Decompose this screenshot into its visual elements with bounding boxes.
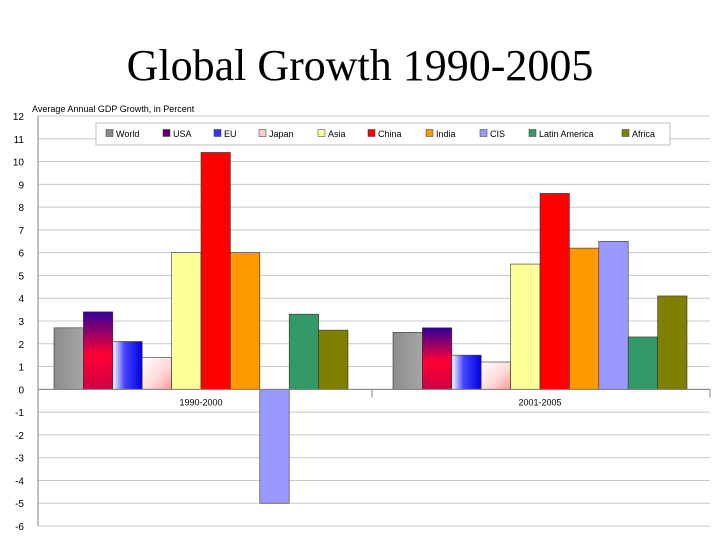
bar-latin-america-1990-2000 [288, 313, 319, 390]
y-tick-label: 0 [18, 385, 24, 396]
legend-swatch [162, 129, 171, 137]
bar-latin-america-2001-2005 [627, 336, 658, 390]
legend-swatch [528, 129, 537, 137]
y-tick-label: 8 [18, 203, 24, 214]
legend-swatch [317, 129, 326, 137]
gdp-growth-bar-chart: Average Annual GDP Growth, in Percent121… [13, 104, 711, 533]
legend-label: India [436, 129, 456, 139]
bar-china-1990-2000 [200, 152, 231, 390]
y-tick-label: -4 [15, 476, 24, 487]
legend-label: EU [224, 129, 237, 139]
legend-label: USA [173, 129, 192, 139]
bar-india-2001-2005 [569, 247, 600, 390]
legend-swatch [621, 129, 630, 137]
legend-swatch [105, 129, 114, 137]
legend-swatch [479, 129, 488, 137]
bar-cis-2001-2005 [598, 240, 629, 390]
bar-usa-1990-2000 [83, 311, 114, 390]
bar-cis-1990-2000 [259, 389, 290, 504]
bar-africa-2001-2005 [657, 295, 688, 390]
y-tick-label: 4 [18, 294, 24, 305]
x-category-label: 2001-2005 [518, 397, 561, 407]
legend-swatch [367, 129, 376, 137]
legend-label: Africa [632, 129, 655, 139]
y-tick-label: 9 [18, 180, 24, 191]
legend-swatch [213, 129, 222, 137]
slide-title: Global Growth 1990-2005 [126, 41, 594, 90]
y-tick-label: 2 [18, 340, 24, 351]
bar-japan-2001-2005 [480, 361, 511, 390]
y-tick-label: -5 [15, 499, 24, 510]
y-tick-label: -1 [15, 408, 24, 419]
y-tick-label: 3 [18, 317, 24, 328]
x-category-label: 1990-2000 [179, 397, 222, 407]
legend-label: Asia [328, 129, 346, 139]
legend-swatch [425, 129, 434, 137]
legend-swatch [258, 129, 267, 137]
y-tick-label: 7 [18, 226, 24, 237]
bar-africa-1990-2000 [318, 329, 349, 390]
y-tick-label: 12 [13, 112, 25, 123]
bar-asia-2001-2005 [510, 263, 541, 390]
bar-asia-1990-2000 [171, 252, 202, 390]
legend-label: Latin America [539, 129, 594, 139]
legend-label: China [378, 129, 402, 139]
legend-box [95, 122, 671, 146]
chart-caption: Average Annual GDP Growth, in Percent [32, 104, 195, 114]
bar-world-1990-2000 [53, 327, 84, 390]
bar-world-2001-2005 [392, 332, 423, 390]
legend-label: World [116, 129, 139, 139]
bar-usa-2001-2005 [422, 327, 453, 390]
y-tick-label: -6 [15, 522, 24, 533]
bar-eu-1990-2000 [112, 341, 143, 390]
y-tick-label: 10 [13, 158, 25, 169]
chart-plot-area: Average Annual GDP Growth, in Percent121… [13, 104, 711, 533]
bar-india-1990-2000 [230, 252, 261, 390]
y-tick-label: 1 [18, 363, 24, 374]
bar-china-2001-2005 [539, 193, 570, 390]
y-tick-label: 11 [14, 135, 25, 146]
y-tick-label: 5 [18, 271, 24, 282]
legend-label: CIS [490, 129, 505, 139]
y-tick-label: -2 [15, 431, 24, 442]
y-tick-label: -3 [15, 454, 24, 465]
bar-eu-2001-2005 [451, 354, 482, 390]
y-tick-label: 6 [18, 249, 24, 260]
bar-japan-1990-2000 [141, 357, 172, 390]
legend-label: Japan [269, 129, 294, 139]
